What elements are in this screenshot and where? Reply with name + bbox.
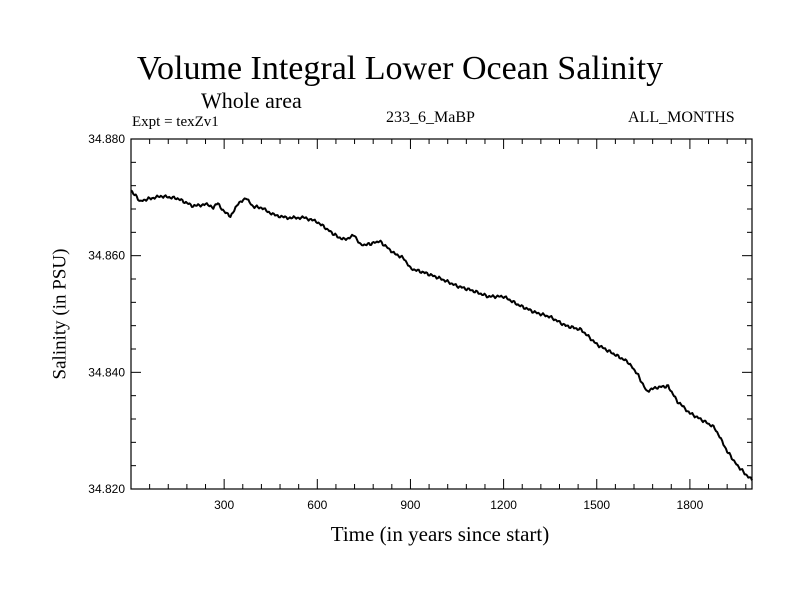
run-label: 233_6_MaBP [386, 109, 475, 126]
tick-labels: 300 600 900 1200 1500 1800 34.820 34.840 34.860 3… [88, 132, 703, 512]
x-tick-label: 600 [307, 498, 327, 512]
x-axis-label: Time (in years since start) [330, 522, 550, 546]
x-tick-label: 1500 [583, 498, 610, 512]
y-tick-label: 34.860 [88, 249, 125, 263]
chart-title: Volume Integral Lower Ocean Salinity [136, 50, 664, 87]
plot-frame [130, 138, 753, 490]
experiment-label: Expt = texZv1 [132, 114, 219, 130]
salinity-series-line [130, 189, 753, 481]
months-label: ALL_MONTHS [628, 109, 735, 126]
x-tick-label: 900 [400, 498, 420, 512]
y-tick-label: 34.820 [88, 482, 125, 496]
y-tick-label: 34.880 [88, 132, 125, 146]
chart-subtitle: Whole area [201, 88, 302, 113]
y-tick-label: 34.840 [88, 365, 125, 379]
x-tick-label: 1200 [490, 498, 517, 512]
axis-ticks [131, 138, 752, 490]
x-tick-label: 300 [214, 498, 234, 512]
x-tick-label: 1800 [677, 498, 704, 512]
